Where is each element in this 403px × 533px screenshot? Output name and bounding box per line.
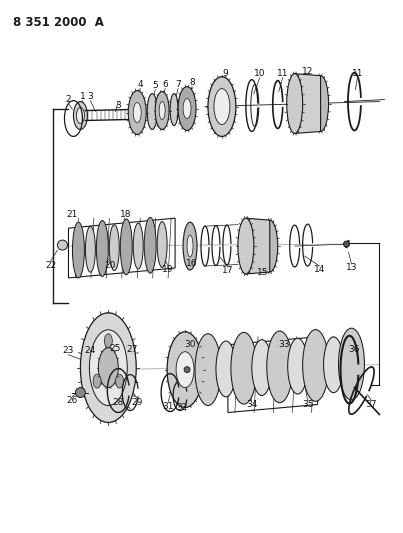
Ellipse shape [144,217,156,273]
Text: 30: 30 [184,340,196,349]
Ellipse shape [262,220,278,272]
Ellipse shape [104,334,112,348]
Ellipse shape [214,88,230,125]
Ellipse shape [77,108,84,124]
Text: 19: 19 [162,265,174,274]
Ellipse shape [187,235,193,257]
Circle shape [58,240,67,250]
Text: 24: 24 [85,346,96,355]
Ellipse shape [157,222,167,268]
Ellipse shape [133,223,143,269]
Text: 29: 29 [131,398,143,407]
Ellipse shape [93,374,101,388]
Ellipse shape [167,332,203,408]
Ellipse shape [183,222,197,270]
Ellipse shape [73,102,87,130]
Circle shape [343,241,349,247]
Ellipse shape [231,333,257,404]
Ellipse shape [176,352,194,387]
Ellipse shape [287,74,303,133]
Ellipse shape [208,77,236,136]
Ellipse shape [109,225,119,271]
Text: 3: 3 [115,101,121,110]
Text: 15: 15 [257,269,268,278]
Text: 25: 25 [110,344,121,353]
Text: 21: 21 [67,209,78,219]
Text: 10: 10 [254,69,266,78]
Ellipse shape [313,76,328,132]
Text: 17: 17 [222,266,234,276]
Ellipse shape [81,313,136,423]
Ellipse shape [85,227,96,272]
Ellipse shape [96,221,108,277]
Ellipse shape [339,328,364,400]
Text: 34: 34 [246,400,258,409]
Ellipse shape [178,87,196,131]
Text: 1: 1 [79,92,85,101]
Text: 26: 26 [67,396,78,405]
Ellipse shape [133,102,141,123]
Text: 28: 28 [112,398,124,407]
Text: 8 351 2000  A: 8 351 2000 A [12,16,104,29]
Polygon shape [295,74,321,133]
Text: 11: 11 [277,69,289,78]
Ellipse shape [128,91,146,134]
Ellipse shape [267,331,293,403]
Circle shape [75,387,85,398]
Text: 22: 22 [45,261,56,270]
Text: 12: 12 [302,67,313,76]
Text: 11: 11 [352,69,363,78]
Text: 3: 3 [87,92,93,101]
Ellipse shape [89,330,127,406]
Ellipse shape [159,102,165,119]
Text: 4: 4 [137,80,143,89]
Ellipse shape [195,334,221,406]
Text: 18: 18 [120,209,131,219]
Text: 36: 36 [349,345,360,354]
Ellipse shape [288,338,307,394]
Text: 13: 13 [346,263,357,272]
Ellipse shape [252,340,272,395]
Text: 14: 14 [314,265,325,274]
Text: 31: 31 [162,402,174,411]
Ellipse shape [324,337,343,393]
Text: 27: 27 [127,345,138,354]
Ellipse shape [183,99,191,118]
Polygon shape [246,218,270,274]
Ellipse shape [216,341,236,397]
Text: 16: 16 [186,259,198,268]
Ellipse shape [116,374,124,388]
Ellipse shape [155,92,169,130]
Ellipse shape [170,94,178,125]
Ellipse shape [147,94,157,130]
Ellipse shape [120,219,132,275]
Text: 33: 33 [278,340,289,349]
Text: 8: 8 [189,78,195,87]
Ellipse shape [73,222,84,278]
Ellipse shape [98,348,118,387]
Ellipse shape [238,218,254,274]
Text: 23: 23 [63,346,74,355]
Text: 37: 37 [366,400,377,409]
Text: 2: 2 [66,95,71,104]
Text: 20: 20 [105,261,116,270]
Text: 5: 5 [152,81,158,90]
Text: 9: 9 [222,69,228,78]
Ellipse shape [303,329,328,401]
Text: 7: 7 [175,80,181,89]
Text: 32: 32 [177,403,188,412]
Text: 35: 35 [302,400,314,409]
Circle shape [184,367,190,373]
Text: 6: 6 [162,80,168,89]
